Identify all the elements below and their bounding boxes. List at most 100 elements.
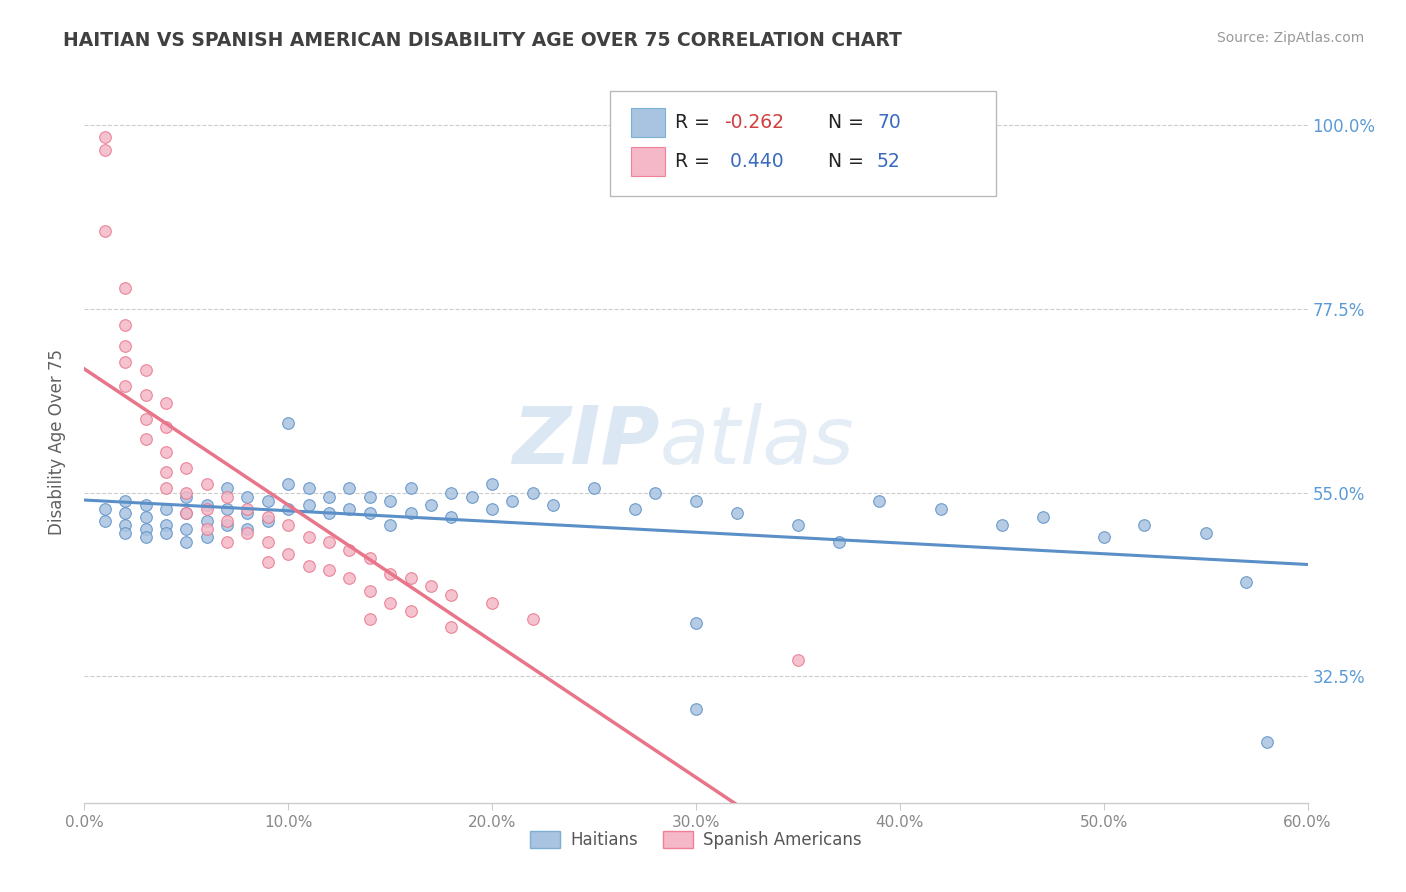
Point [174, 522, 197, 536]
Point [257, 510, 280, 524]
Point [257, 514, 280, 528]
Point [93, 143, 115, 157]
Point [195, 531, 218, 545]
Point [399, 571, 422, 585]
Point [174, 485, 197, 500]
Point [155, 444, 177, 458]
Point [1032, 510, 1054, 524]
Point [359, 506, 381, 520]
FancyBboxPatch shape [610, 91, 995, 196]
Point [135, 363, 157, 377]
Point [359, 490, 381, 504]
Legend: Haitians, Spanish Americans: Haitians, Spanish Americans [523, 824, 869, 856]
Point [318, 563, 340, 577]
Point [257, 555, 280, 569]
Point [359, 612, 381, 626]
Point [339, 502, 361, 516]
Text: N =: N = [828, 153, 870, 171]
Point [257, 534, 280, 549]
Point [1236, 575, 1258, 590]
Point [277, 547, 299, 561]
Point [236, 490, 259, 504]
Point [217, 534, 239, 549]
Point [359, 583, 381, 598]
Point [135, 510, 157, 524]
Point [461, 490, 484, 504]
Point [339, 571, 361, 585]
Point [685, 493, 707, 508]
Point [236, 522, 259, 536]
Point [217, 482, 239, 496]
Point [481, 502, 503, 516]
Point [420, 579, 443, 593]
Point [114, 338, 136, 352]
FancyBboxPatch shape [631, 147, 665, 177]
Point [135, 531, 157, 545]
Point [114, 318, 136, 333]
Point [339, 542, 361, 557]
Point [481, 596, 503, 610]
Point [420, 498, 443, 512]
Point [155, 420, 177, 434]
Text: -0.262: -0.262 [724, 112, 785, 132]
Point [236, 506, 259, 520]
Point [380, 493, 402, 508]
Point [502, 493, 524, 508]
Text: Source: ZipAtlas.com: Source: ZipAtlas.com [1216, 31, 1364, 45]
Point [155, 502, 177, 516]
Point [174, 534, 197, 549]
Point [257, 493, 280, 508]
Point [236, 526, 259, 541]
Point [828, 534, 851, 549]
Text: HAITIAN VS SPANISH AMERICAN DISABILITY AGE OVER 75 CORRELATION CHART: HAITIAN VS SPANISH AMERICAN DISABILITY A… [63, 31, 903, 50]
Point [174, 506, 197, 520]
Point [155, 396, 177, 410]
Point [380, 567, 402, 582]
Point [522, 612, 544, 626]
Point [440, 485, 463, 500]
Point [277, 416, 299, 430]
Point [114, 281, 136, 295]
Point [277, 477, 299, 491]
Point [787, 518, 810, 533]
Point [1133, 518, 1156, 533]
Point [174, 490, 197, 504]
Text: N =: N = [828, 112, 870, 132]
Point [93, 502, 115, 516]
Text: R =: R = [675, 153, 716, 171]
Point [114, 526, 136, 541]
Point [298, 531, 321, 545]
Point [195, 477, 218, 491]
Point [685, 616, 707, 631]
Text: atlas: atlas [659, 402, 853, 481]
Point [114, 518, 136, 533]
Point [399, 506, 422, 520]
Point [217, 502, 239, 516]
Text: ZIP: ZIP [512, 402, 659, 481]
Point [93, 130, 115, 145]
Point [298, 482, 321, 496]
Point [440, 510, 463, 524]
Point [929, 502, 952, 516]
Point [217, 514, 239, 528]
Point [114, 506, 136, 520]
Point [93, 224, 115, 238]
Y-axis label: Disability Age Over 75: Disability Age Over 75 [48, 349, 66, 534]
Point [135, 498, 157, 512]
Point [298, 498, 321, 512]
Point [114, 493, 136, 508]
Point [93, 514, 115, 528]
Point [277, 502, 299, 516]
Point [195, 514, 218, 528]
Point [135, 387, 157, 401]
Point [114, 379, 136, 393]
Text: 52: 52 [877, 153, 901, 171]
Point [583, 482, 606, 496]
Text: 0.440: 0.440 [724, 153, 783, 171]
Point [135, 412, 157, 426]
Point [217, 518, 239, 533]
Point [155, 465, 177, 479]
Point [481, 477, 503, 491]
Point [440, 620, 463, 634]
Point [685, 702, 707, 716]
